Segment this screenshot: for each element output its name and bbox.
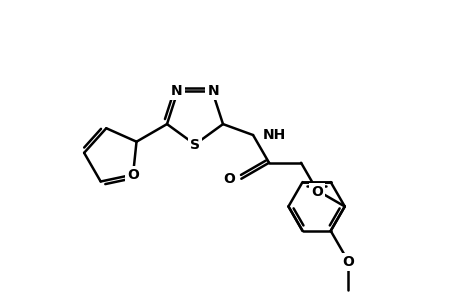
- Text: N: N: [170, 84, 182, 98]
- Text: O: O: [341, 255, 353, 269]
- Text: N: N: [207, 84, 218, 98]
- Text: O: O: [223, 172, 235, 186]
- Text: O: O: [310, 185, 322, 200]
- Text: NH: NH: [263, 128, 285, 142]
- Text: O: O: [127, 168, 139, 182]
- Text: S: S: [190, 138, 200, 152]
